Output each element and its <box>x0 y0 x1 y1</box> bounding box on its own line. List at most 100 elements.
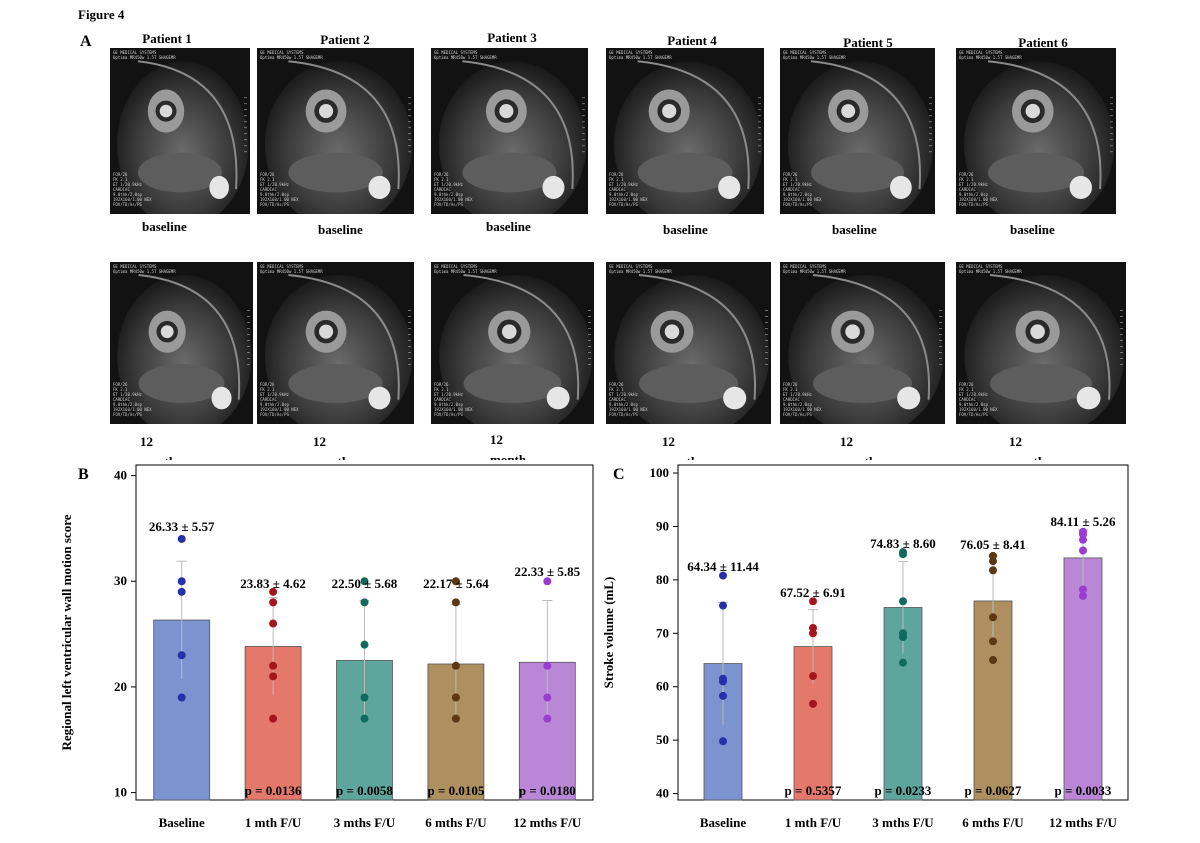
svg-text:GE MEDICAL SYSTEMS: GE MEDICAL SYSTEMS <box>434 50 478 55</box>
svg-text:FOR/26: FOR/26 <box>434 172 449 177</box>
svg-text:FOR/26: FOR/26 <box>609 172 624 177</box>
chart-b-data-point <box>269 714 278 723</box>
svg-text:ET 1/20.9kHz: ET 1/20.9kHz <box>959 392 988 397</box>
svg-text:ET 1/20.9kHz: ET 1/20.9kHz <box>113 392 142 397</box>
svg-text:192X160/1.00 NEX: 192X160/1.00 NEX <box>434 407 473 412</box>
svg-text:FOV/TD/As/PS: FOV/TD/As/PS <box>434 412 463 417</box>
chart-c-data-point <box>899 597 907 606</box>
svg-text:FK 2.1: FK 2.1 <box>783 177 798 182</box>
svg-text:GE MEDICAL SYSTEMS: GE MEDICAL SYSTEMS <box>113 264 157 269</box>
svg-text:FK 2.1: FK 2.1 <box>783 387 798 392</box>
svg-text:9.0thk/2.0sp: 9.0thk/2.0sp <box>783 192 812 197</box>
svg-text:CARDIAC: CARDIAC <box>260 187 277 192</box>
mri-image-p5-12month: GE MEDICAL SYSTEMS Optima MR450w 1.5T SHA… <box>780 262 945 424</box>
chart-b-data-point <box>177 577 186 586</box>
chart-c-ytick-label: 90 <box>656 518 669 533</box>
svg-text:9.0thk/2.0sp: 9.0thk/2.0sp <box>113 192 142 197</box>
svg-text:GE MEDICAL SYSTEMS: GE MEDICAL SYSTEMS <box>783 264 827 269</box>
chart-c-data-point <box>1079 535 1087 544</box>
chart-b-data-point <box>451 598 460 607</box>
svg-text:192X160/1.00 NEX: 192X160/1.00 NEX <box>260 197 299 202</box>
mri-image-p2-baseline: GE MEDICAL SYSTEMS Optima MR450w 1.5T SHA… <box>257 48 414 214</box>
svg-text:ET 1/20.9kHz: ET 1/20.9kHz <box>959 182 988 187</box>
svg-text:ET 1/20.9kHz: ET 1/20.9kHz <box>260 182 289 187</box>
chart-c-data-point <box>989 566 997 575</box>
chart-c-xtick-label: 3 mths F/U <box>872 815 934 830</box>
chart-b-data-point <box>360 577 369 586</box>
chart-b-xtick-label: 1 mth F/U <box>245 815 302 830</box>
svg-text:192X160/1.00 NEX: 192X160/1.00 NEX <box>260 407 299 412</box>
panel-a-label: A <box>80 33 92 50</box>
svg-text:192X160/1.00 NEX: 192X160/1.00 NEX <box>959 407 998 412</box>
chart-c-ytick-label: 40 <box>656 786 669 801</box>
svg-text:CARDIAC: CARDIAC <box>434 187 451 192</box>
chart-c-data-point <box>1079 591 1087 600</box>
chart-b-p-value: p = 0.0136 <box>245 783 302 798</box>
svg-text:GE MEDICAL SYSTEMS: GE MEDICAL SYSTEMS <box>783 50 827 55</box>
svg-text:FOV/TD/As/PS: FOV/TD/As/PS <box>959 412 988 417</box>
patient-label-4: Patient 4 <box>667 33 717 48</box>
chart-b-value-label: 23.83 ± 4.62 <box>240 576 306 591</box>
svg-text:CARDIAC: CARDIAC <box>113 187 130 192</box>
chart-c-data-point <box>1079 585 1087 594</box>
chart-b-data-point <box>269 598 278 607</box>
patient-label-6: Patient 6 <box>1018 35 1068 50</box>
svg-text:FOV/TD/As/PS: FOV/TD/As/PS <box>959 202 988 207</box>
svg-text:FOV/TD/As/PS: FOV/TD/As/PS <box>783 202 812 207</box>
chart-b-ytick-label: 20 <box>114 679 127 694</box>
chart-b-p-value: p = 0.0058 <box>336 783 393 798</box>
svg-text:FOR/26: FOR/26 <box>113 382 128 387</box>
chart-c-data-point <box>899 550 907 559</box>
mri-image-p4-12month: GE MEDICAL SYSTEMS Optima MR450w 1.5T SHA… <box>606 262 771 424</box>
svg-text:9.0thk/2.0sp: 9.0thk/2.0sp <box>113 402 142 407</box>
chart-c-data-point <box>719 677 727 686</box>
svg-text:FOV/TD/As/PS: FOV/TD/As/PS <box>609 412 638 417</box>
chart-b-data-point <box>269 619 278 628</box>
chart-c-xtick-label: 1 mth F/U <box>785 815 842 830</box>
chart-b-xtick-label: 12 mths F/U <box>513 815 582 830</box>
chart-b-value-label: 26.33 ± 5.57 <box>149 519 215 534</box>
patient-label-5: Patient 5 <box>843 35 893 50</box>
svg-text:GE MEDICAL SYSTEMS: GE MEDICAL SYSTEMS <box>260 50 304 55</box>
svg-text:GE MEDICAL SYSTEMS: GE MEDICAL SYSTEMS <box>959 50 1003 55</box>
chart-b-xtick-label: 6 mths F/U <box>425 815 487 830</box>
svg-text:FOR/26: FOR/26 <box>959 172 974 177</box>
svg-text:CARDIAC: CARDIAC <box>609 187 626 192</box>
svg-text:9.0thk/2.0sp: 9.0thk/2.0sp <box>260 192 289 197</box>
svg-text:FK 2.1: FK 2.1 <box>260 177 275 182</box>
svg-text:ET 1/20.9kHz: ET 1/20.9kHz <box>783 182 812 187</box>
baseline-label-4: baseline <box>663 222 708 237</box>
chart-b-data-point <box>543 661 552 670</box>
svg-text:Optima MR450w 1.5T SHAGEMR: Optima MR450w 1.5T SHAGEMR <box>260 55 323 60</box>
svg-text:192X160/1.00 NEX: 192X160/1.00 NEX <box>783 407 822 412</box>
chart-c-data-point <box>809 699 817 708</box>
chart-c-data-point <box>989 613 997 622</box>
svg-text:FOV/TD/As/PS: FOV/TD/As/PS <box>609 202 638 207</box>
svg-text:ET 1/20.9kHz: ET 1/20.9kHz <box>113 182 142 187</box>
svg-text:9.0thk/2.0sp: 9.0thk/2.0sp <box>609 192 638 197</box>
chart-b-data-point <box>360 693 369 702</box>
chart-b-ytick-label: 10 <box>114 785 127 800</box>
chart-c-data-point <box>989 637 997 646</box>
svg-text:ET 1/20.9kHz: ET 1/20.9kHz <box>609 392 638 397</box>
baseline-label-6: baseline <box>1010 222 1055 237</box>
chart-c-value-label: 74.83 ± 8.60 <box>870 536 936 551</box>
svg-text:FK 2.1: FK 2.1 <box>609 177 624 182</box>
svg-text:Optima MR450w 1.5T SHAGEMR: Optima MR450w 1.5T SHAGEMR <box>959 269 1022 274</box>
mri-image-p6-12month: GE MEDICAL SYSTEMS Optima MR450w 1.5T SHA… <box>956 262 1126 424</box>
svg-text:FOR/26: FOR/26 <box>959 382 974 387</box>
svg-text:FOR/26: FOR/26 <box>609 382 624 387</box>
chart-c-xtick-label: 6 mths F/U <box>962 815 1024 830</box>
chart-b-data-point <box>543 577 552 586</box>
svg-text:ET 1/20.9kHz: ET 1/20.9kHz <box>260 392 289 397</box>
svg-text:FOV/TD/As/PS: FOV/TD/As/PS <box>260 412 289 417</box>
svg-text:FOR/26: FOR/26 <box>260 382 275 387</box>
svg-text:192X160/1.00 NEX: 192X160/1.00 NEX <box>959 197 998 202</box>
chart-c-ytick-label: 60 <box>656 679 669 694</box>
svg-text:Optima MR450w 1.5T SHAGEMR: Optima MR450w 1.5T SHAGEMR <box>783 269 846 274</box>
chart-c-data-point <box>719 691 727 700</box>
chart-b-value-label: 22.33 ± 5.85 <box>514 564 580 579</box>
svg-text:FK 2.1: FK 2.1 <box>959 387 974 392</box>
